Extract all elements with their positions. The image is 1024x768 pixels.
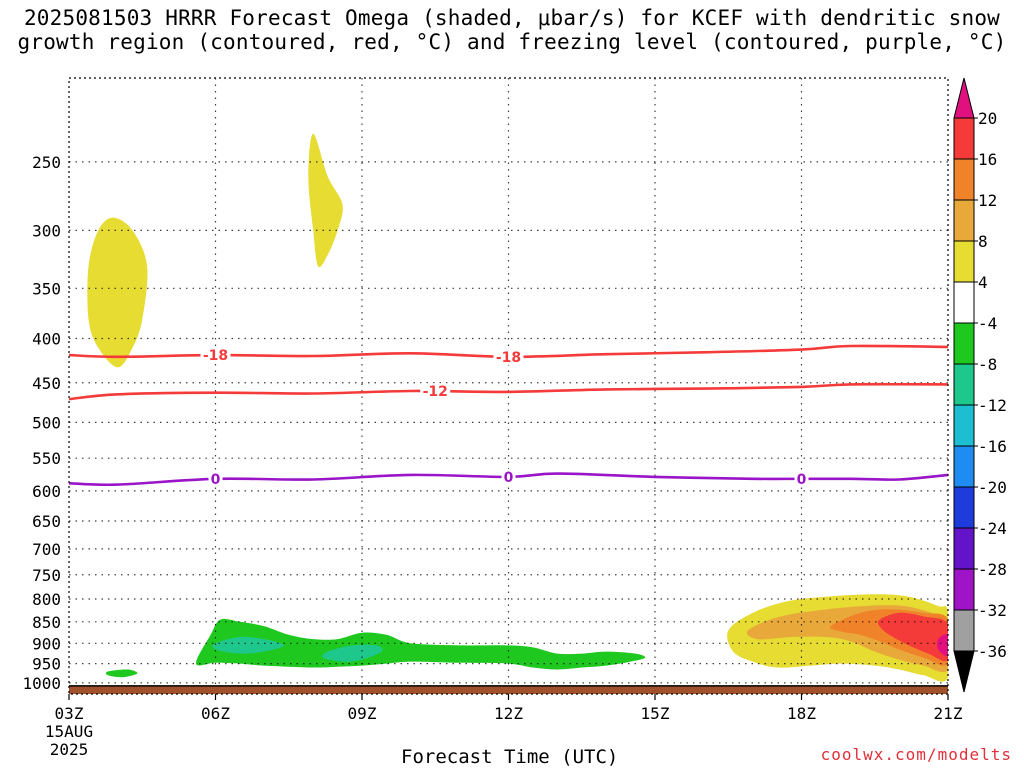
contour-label-bg-0-2 — [794, 470, 809, 487]
colorbar-label-4: 4 — [978, 273, 988, 292]
colorbar-label-12: -32 — [978, 601, 1007, 620]
contour-layer: -18 -18 -12 0 0 0 — [69, 344, 948, 488]
chart-title: 2025081503 HRRR Forecast Omega (shaded, … — [0, 6, 1024, 54]
colorbar-label-10: -24 — [978, 519, 1007, 538]
omega-region-4 — [321, 644, 383, 662]
y-tick-label-700: 700 — [32, 540, 61, 559]
contour-label-bg-0-1 — [501, 468, 516, 485]
terrain-layer — [69, 685, 948, 694]
omega-region-5 — [105, 669, 138, 678]
colorbar-band-8 — [953, 445, 975, 488]
x-axis-label: Forecast Time (UTC) — [401, 746, 619, 768]
colorbar-label-13: -36 — [978, 642, 1007, 661]
omega-region-1 — [308, 133, 343, 268]
colorbar-band-7 — [953, 404, 975, 447]
chart-title-line-2: growth region (contoured, red, °C) and f… — [17, 30, 1007, 54]
contour-label-m12-0: -12 — [423, 384, 448, 400]
chart-title-line-1: 2025081503 HRRR Forecast Omega (shaded, … — [23, 6, 1001, 30]
plot-frame — [68, 77, 949, 695]
colorbar-label-2: 12 — [978, 191, 997, 210]
y-tick-label-400: 400 — [32, 330, 61, 349]
contour-label-0-0: 0 — [211, 472, 221, 488]
contour-label-bg-m12-0 — [420, 383, 451, 400]
y-tick-label-850: 850 — [32, 613, 61, 632]
colorbar-bottom-arrow — [953, 650, 975, 693]
y-tick-label-650: 650 — [32, 512, 61, 531]
contour-label-0-2: 0 — [797, 472, 807, 488]
y-tick-label-350: 350 — [32, 279, 61, 298]
y-tick-label-900: 900 — [32, 634, 61, 653]
omega-region-10 — [937, 633, 948, 657]
colorbar-label-3: 8 — [978, 232, 988, 251]
colorbar-band-5 — [953, 322, 975, 365]
y-tick-label-450: 450 — [32, 374, 61, 393]
contour-label-m18-1: -18 — [496, 350, 521, 366]
y-tick-label-500: 500 — [32, 413, 61, 432]
colorbar-label-6: -8 — [978, 355, 997, 374]
colorbar-band-10 — [953, 527, 975, 570]
contour-line-m12 — [69, 382, 948, 401]
colorbar-band-11 — [953, 568, 975, 611]
colorbar-label-1: 16 — [978, 150, 997, 169]
y-tick-label-800: 800 — [32, 590, 61, 609]
colorbar-label-7: -12 — [978, 396, 1007, 415]
omega-region-3 — [212, 636, 284, 654]
y-tick-label-1000: 1000 — [22, 674, 61, 693]
colorbar-top-arrow — [953, 77, 975, 119]
colorbar-label-8: -16 — [978, 437, 1007, 456]
omega-shading-layer — [87, 133, 948, 682]
colorbar: 20 16 12 8 4 -4 -8 -12 -16 -20 -24 -28 -32 -36 — [953, 77, 1007, 693]
x-tick-label-6: 21Z — [934, 704, 963, 723]
omega-region-2 — [195, 618, 646, 670]
contour-label-m18-0: -18 — [203, 348, 228, 364]
colorbar-band-9 — [953, 486, 975, 529]
omega-region-0 — [87, 217, 148, 368]
x-tick-label-4: 15Z — [641, 704, 670, 723]
colorbar-band-2 — [953, 199, 975, 242]
contour-label-bg-m18-0 — [200, 347, 231, 364]
contour-label-bg-m18-1 — [493, 348, 524, 365]
terrain-fill — [69, 685, 948, 694]
x-tick-label-3: 12Z — [494, 704, 523, 723]
y-tick-label-300: 300 — [32, 221, 61, 240]
colorbar-label-5: -4 — [978, 314, 997, 333]
colorbar-band-1 — [953, 158, 975, 201]
omega-region-9 — [877, 612, 948, 662]
x-tick-label-5: 18Z — [787, 704, 816, 723]
colorbar-band-12 — [953, 609, 975, 652]
y-tick-label-950: 950 — [32, 655, 61, 674]
colorbar-label-11: -28 — [978, 560, 1007, 579]
plot-border — [68, 77, 949, 695]
y-tick-label-600: 600 — [32, 482, 61, 501]
y-tick-label-750: 750 — [32, 566, 61, 585]
x-tick-label-0: 03Z — [55, 704, 84, 723]
x-tick-label-1: 06Z — [201, 704, 230, 723]
x-tick-label-2: 09Z — [348, 704, 377, 723]
colorbar-label-0: 20 — [978, 109, 997, 128]
colorbar-band-4 — [953, 281, 975, 324]
contour-label-0-1: 0 — [504, 470, 514, 486]
y-tick-label-550: 550 — [32, 449, 61, 468]
x-date-day: 15AUG — [45, 722, 93, 741]
contour-label-bg-0-0 — [208, 470, 223, 487]
x-date-year: 2025 — [50, 740, 89, 759]
credit-text: coolwx.com/modelts — [820, 745, 1012, 764]
colorbar-band-3 — [953, 240, 975, 283]
colorbar-band-6 — [953, 363, 975, 406]
colorbar-label-9: -20 — [978, 478, 1007, 497]
y-axis: 250 300 350 400 450 500 550 600 650 700 750 800 850 9… — [22, 153, 61, 693]
colorbar-band-0 — [953, 117, 975, 160]
y-tick-label-250: 250 — [32, 153, 61, 172]
